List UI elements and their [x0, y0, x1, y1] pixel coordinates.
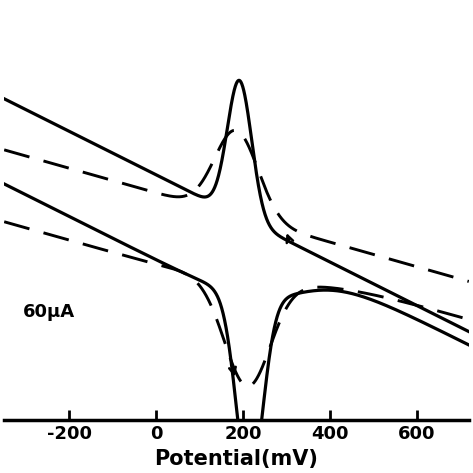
X-axis label: Potential(mV): Potential(mV): [155, 449, 318, 469]
Text: 60μA: 60μA: [23, 303, 75, 321]
